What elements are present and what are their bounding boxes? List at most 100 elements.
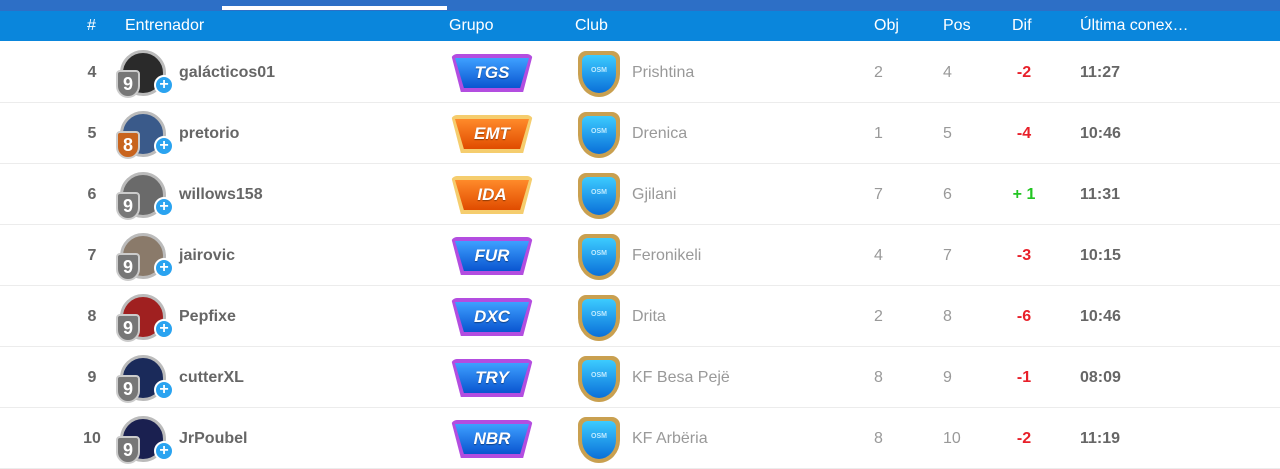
objective: 1 xyxy=(874,125,883,142)
coach-name[interactable]: jairovic xyxy=(179,247,236,264)
club-name: Drita xyxy=(632,308,666,325)
level-badge: 9 xyxy=(116,436,140,464)
level-badge: 9 xyxy=(116,192,140,220)
add-friend-icon[interactable]: + xyxy=(154,441,174,461)
table-row[interactable]: 8 9 + Pepfixe DXC OSM Drita 2 8 -6 10:46 xyxy=(0,286,1280,347)
group-code: NBR xyxy=(455,424,529,454)
difference: -6 xyxy=(1016,308,1032,325)
add-friend-icon[interactable]: + xyxy=(154,319,174,339)
level-badge: 9 xyxy=(116,375,140,403)
header-dif[interactable]: Dif xyxy=(1012,17,1032,34)
position: 9 xyxy=(943,369,952,386)
table-row[interactable]: 10 9 + JrPoubel NBR OSM KF Arbëria 8 10 … xyxy=(0,408,1280,469)
difference: -2 xyxy=(1016,64,1032,81)
group-badge[interactable]: TRY xyxy=(451,359,533,397)
top-tab-bar xyxy=(0,0,1280,11)
active-tab-indicator[interactable] xyxy=(222,6,447,10)
club-name: KF Besa Pejë xyxy=(632,369,730,386)
group-badge[interactable]: TGS xyxy=(451,54,533,92)
position: 7 xyxy=(943,247,952,264)
club-name: Prishtina xyxy=(632,64,695,81)
objective: 8 xyxy=(874,369,883,386)
rank: 7 xyxy=(87,247,97,264)
rank: 9 xyxy=(87,369,97,386)
difference: -1 xyxy=(1016,369,1032,386)
table-row[interactable]: 7 9 + jairovic FUR OSM Feronikeli 4 7 -3… xyxy=(0,225,1280,286)
objective: 4 xyxy=(874,247,883,264)
position: 4 xyxy=(943,64,952,81)
table-row[interactable]: 9 9 + cutterXL TRY OSM KF Besa Pejë 8 9 … xyxy=(0,347,1280,408)
last-connection: 10:46 xyxy=(1080,308,1121,325)
objective: 7 xyxy=(874,186,883,203)
coach-name[interactable]: pretorio xyxy=(179,125,240,142)
difference: -2 xyxy=(1016,430,1032,447)
objective: 2 xyxy=(874,308,883,325)
last-connection: 10:15 xyxy=(1080,247,1121,264)
header-club[interactable]: Club xyxy=(575,17,608,34)
difference: -4 xyxy=(1016,125,1032,142)
add-friend-icon[interactable]: + xyxy=(154,197,174,217)
coach-name[interactable]: Pepfixe xyxy=(179,308,236,325)
rank: 6 xyxy=(87,186,97,203)
coach-name[interactable]: galácticos01 xyxy=(179,64,276,81)
position: 10 xyxy=(943,430,961,447)
rank: 10 xyxy=(83,430,101,447)
rank: 5 xyxy=(87,125,97,142)
objective: 8 xyxy=(874,430,883,447)
table-row[interactable]: 4 9 + galácticos01 TGS OSM Prishtina 2 4… xyxy=(0,42,1280,103)
club-name: KF Arbëria xyxy=(632,430,708,447)
club-shield-icon: OSM xyxy=(578,51,620,97)
add-friend-icon[interactable]: + xyxy=(154,75,174,95)
group-badge[interactable]: NBR xyxy=(451,420,533,458)
table-row[interactable]: 6 9 + willows158 IDA OSM Gjilani 7 6 + 1… xyxy=(0,164,1280,225)
position: 6 xyxy=(943,186,952,203)
club-name: Gjilani xyxy=(632,186,677,203)
difference: -3 xyxy=(1016,247,1032,264)
table-row[interactable]: 5 8 + pretorio EMT OSM Drenica 1 5 -4 10… xyxy=(0,103,1280,164)
level-badge: 9 xyxy=(116,253,140,281)
table-header: # Entrenador Grupo Club Obj Pos Dif Últi… xyxy=(0,11,1280,41)
group-badge[interactable]: FUR xyxy=(451,237,533,275)
header-pos[interactable]: Pos xyxy=(943,17,971,34)
group-code: EMT xyxy=(455,119,529,149)
last-connection: 08:09 xyxy=(1080,369,1121,386)
club-shield-icon: OSM xyxy=(578,356,620,402)
club-shield-icon: OSM xyxy=(578,173,620,219)
header-last-connection[interactable]: Última conex… xyxy=(1080,17,1189,34)
club-shield-icon: OSM xyxy=(578,295,620,341)
level-badge: 9 xyxy=(116,314,140,342)
objective: 2 xyxy=(874,64,883,81)
club-shield-icon: OSM xyxy=(578,417,620,463)
header-group[interactable]: Grupo xyxy=(449,17,494,34)
header-rank[interactable]: # xyxy=(87,17,96,34)
level-badge: 8 xyxy=(116,131,140,159)
club-shield-icon: OSM xyxy=(578,234,620,280)
coach-name[interactable]: willows158 xyxy=(179,186,263,203)
coach-name[interactable]: cutterXL xyxy=(179,369,244,386)
group-code: IDA xyxy=(455,180,529,210)
club-name: Feronikeli xyxy=(632,247,702,264)
group-code: TGS xyxy=(455,58,529,88)
difference: + 1 xyxy=(1012,186,1036,203)
last-connection: 10:46 xyxy=(1080,125,1121,142)
position: 5 xyxy=(943,125,952,142)
add-friend-icon[interactable]: + xyxy=(154,258,174,278)
coach-name[interactable]: JrPoubel xyxy=(179,430,248,447)
add-friend-icon[interactable]: + xyxy=(154,380,174,400)
last-connection: 11:19 xyxy=(1080,430,1121,447)
club-name: Drenica xyxy=(632,125,688,142)
header-obj[interactable]: Obj xyxy=(874,17,899,34)
group-badge[interactable]: DXC xyxy=(451,298,533,336)
group-badge[interactable]: IDA xyxy=(451,176,533,214)
last-connection: 11:27 xyxy=(1080,64,1121,81)
add-friend-icon[interactable]: + xyxy=(154,136,174,156)
last-connection: 11:31 xyxy=(1080,186,1121,203)
club-shield-icon: OSM xyxy=(578,112,620,158)
group-badge[interactable]: EMT xyxy=(451,115,533,153)
rank: 4 xyxy=(87,64,97,81)
level-badge: 9 xyxy=(116,70,140,98)
group-code: DXC xyxy=(455,302,529,332)
header-coach[interactable]: Entrenador xyxy=(125,17,205,34)
group-code: FUR xyxy=(455,241,529,271)
rank: 8 xyxy=(87,308,97,325)
